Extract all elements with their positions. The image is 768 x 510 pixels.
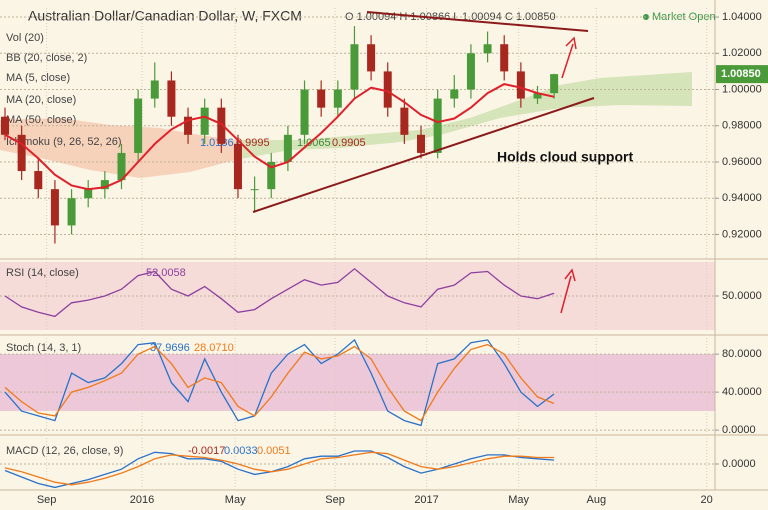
- candle-body: [333, 89, 342, 108]
- x-tick-label: Aug: [587, 494, 607, 506]
- y-tick-label: 50.0000: [722, 290, 762, 302]
- candle-body: [533, 93, 542, 99]
- candle-body: [200, 107, 209, 135]
- indicator-label: MA (50, close): [6, 114, 76, 126]
- trendline: [252, 97, 595, 213]
- price-tag-label: 1.00850: [721, 68, 761, 80]
- candle-body: [34, 171, 43, 190]
- candle-body: [450, 89, 459, 99]
- y-tick-label: 0.0000: [722, 424, 756, 436]
- indicator-value: 28.0710: [194, 342, 234, 354]
- arrow-head: [565, 36, 577, 50]
- indicator-line: [4, 451, 555, 486]
- candle-body: [1, 116, 9, 135]
- candle-body: [134, 98, 143, 153]
- indicator-value: -0.0017: [188, 445, 225, 457]
- x-tick-label: Sep: [37, 494, 57, 506]
- indicator-label: RSI (14, close): [6, 267, 79, 279]
- candle-body: [50, 189, 59, 226]
- cloud-bearish: [0, 118, 235, 178]
- indicator-value: 0.0051: [257, 445, 291, 457]
- candle-body: [84, 189, 93, 199]
- y-tick-label: 0.92000: [722, 228, 762, 240]
- price-tag: [716, 65, 768, 84]
- candle-body: [67, 198, 76, 226]
- candle-body: [383, 71, 392, 108]
- y-tick-label: 1.00000: [722, 83, 762, 95]
- y-tick-label: 80.0000: [722, 348, 762, 360]
- y-tick-label: 1.02000: [722, 47, 762, 59]
- y-tick-label: 0.96000: [722, 156, 762, 168]
- indicator-label: Vol (20): [6, 32, 44, 44]
- candle-body: [516, 71, 525, 99]
- candle-body: [433, 98, 442, 153]
- trendline: [366, 11, 589, 32]
- x-tick-label: 20: [701, 494, 713, 506]
- panel-borders: [0, 0, 768, 491]
- candle-body: [500, 44, 509, 72]
- trendline: [561, 43, 574, 79]
- y-tick-label: 40.0000: [722, 386, 762, 398]
- indicator-value: 52.0058: [146, 267, 186, 279]
- candle-body: [217, 107, 226, 144]
- candle-body: [283, 134, 292, 162]
- x-tick-label: 2016: [130, 494, 154, 506]
- candle-body: [250, 189, 259, 191]
- candle-body: [117, 152, 126, 181]
- candle-body: [550, 74, 559, 94]
- indicator-label: MACD (12, 26, close, 9): [6, 445, 123, 457]
- candle-body: [17, 134, 26, 172]
- indicator-label: Ichimoku (9, 26, 52, 26): [6, 136, 122, 148]
- indicator-label: Stoch (14, 3, 1): [6, 342, 81, 354]
- arrow-head: [564, 268, 576, 282]
- indicator-line: [4, 450, 555, 489]
- indicator-label: BB (20, close, 2): [6, 52, 87, 64]
- y-tick-label: 0.98000: [722, 120, 762, 132]
- cloud-bullish: [235, 72, 692, 160]
- indicator-value: 0.0033: [224, 445, 258, 457]
- annotation: Holds cloud support: [497, 149, 633, 165]
- x-tick-label: 2017: [414, 494, 438, 506]
- indicator-label: MA (5, close): [6, 72, 70, 84]
- candle-body: [417, 134, 426, 153]
- overlay: Sep 2016 May Sep 2017 May Aug 20 0.92000 0.94000 0…: [0, 8, 768, 506]
- candle-body: [184, 116, 193, 135]
- indicator-line: [4, 343, 555, 422]
- y-tick-label: 0.0000: [722, 458, 756, 470]
- candle-body: [150, 80, 159, 99]
- candle-body: [483, 44, 492, 54]
- candle-body: [466, 53, 475, 90]
- x-tick-label: May: [508, 494, 529, 506]
- moving-average: [4, 83, 555, 191]
- candle-body: [167, 80, 176, 117]
- candle-body: [100, 180, 109, 190]
- candle-body: [400, 107, 409, 135]
- x-tick-label: May: [225, 494, 246, 506]
- stoch-band: [0, 354, 715, 411]
- market-status: Market Open: [652, 11, 716, 23]
- y-tick-label: 1.04000: [722, 11, 762, 23]
- candle-body: [233, 143, 242, 190]
- indicator-value: 0.9905: [332, 137, 366, 149]
- underlay: [0, 72, 692, 178]
- chart-title: Australian Dollar/Canadian Dollar, W, FX…: [28, 8, 302, 24]
- indicator-label: MA (20, close): [6, 94, 76, 106]
- candle-body: [350, 44, 359, 90]
- y-tick-label: 0.94000: [722, 192, 762, 204]
- candle-body: [267, 161, 276, 190]
- x-tick-label: Sep: [325, 494, 345, 506]
- trendline: [560, 275, 572, 314]
- indicator-line: [4, 267, 555, 318]
- candle-body: [367, 44, 376, 72]
- candle-body: [300, 89, 309, 135]
- candle-body: [317, 89, 326, 108]
- indicator-line: [4, 338, 555, 427]
